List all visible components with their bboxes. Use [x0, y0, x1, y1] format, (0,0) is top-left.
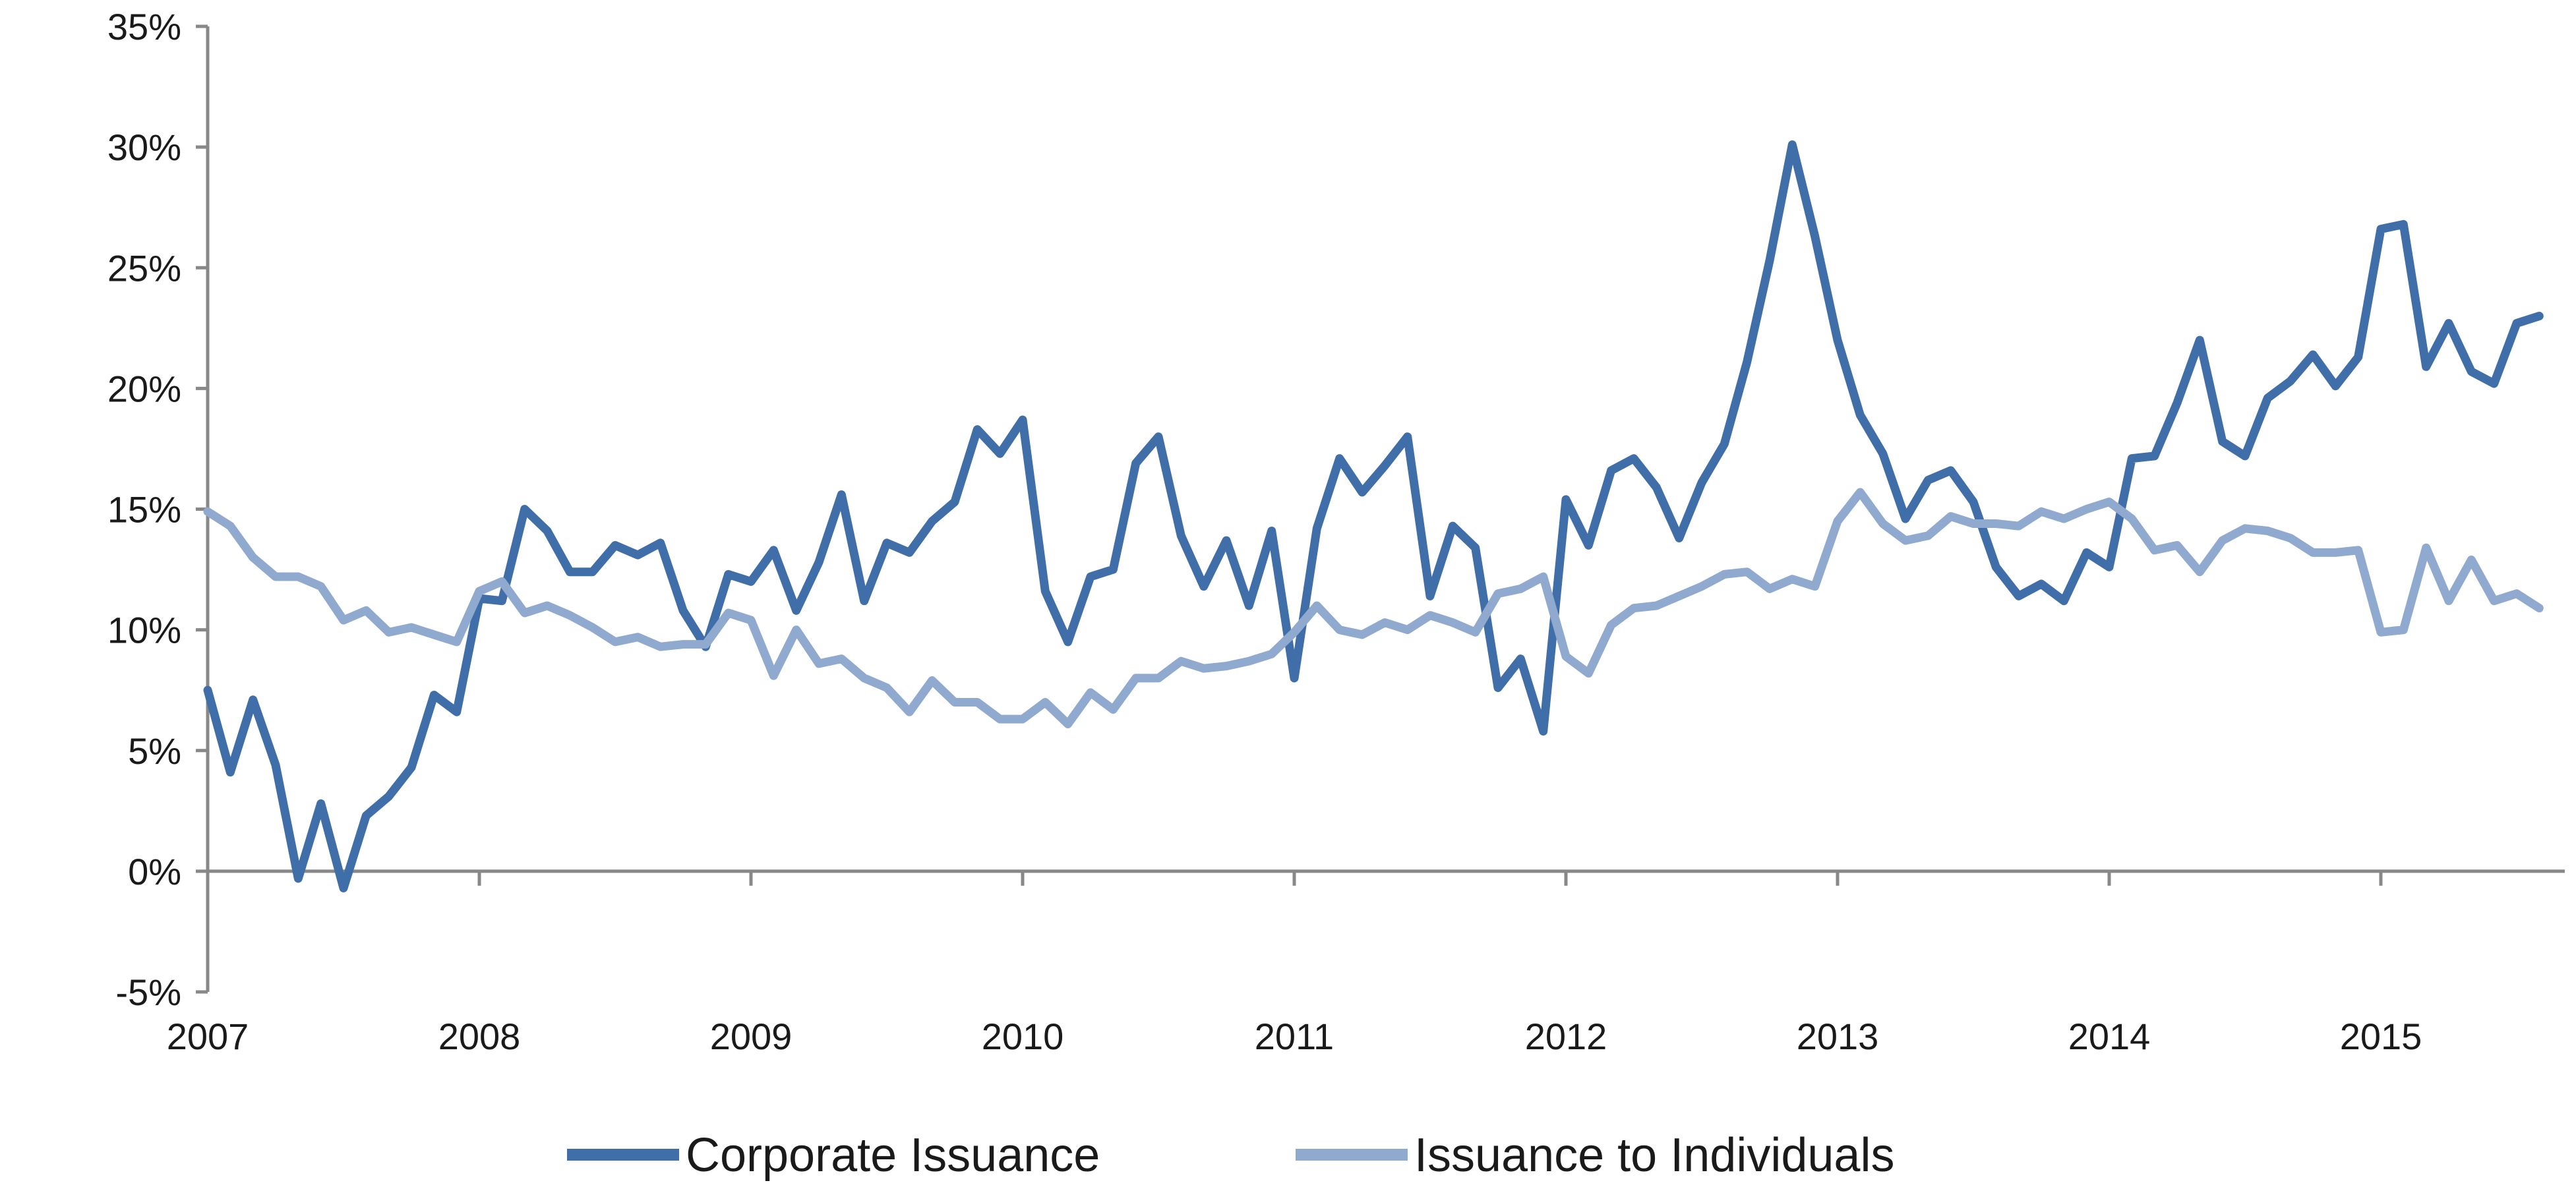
x-tick-label: 2012: [1525, 1016, 1607, 1057]
x-tick-label: 2008: [438, 1016, 521, 1057]
x-tick-label: 2013: [1797, 1016, 1879, 1057]
y-tick-label: 10%: [107, 610, 181, 651]
series-line-issuance-to-individuals: [203, 488, 2544, 728]
y-tick-label: 5%: [128, 730, 181, 772]
x-axis-ticks: 2007 2008 2009 2010 2011 2012 2013 2014 2015: [167, 871, 2422, 1057]
legend: Corporate Issuance Issuance to Individua…: [567, 1129, 1894, 1182]
legend-label-corporate-issuance: Corporate Issuance: [686, 1129, 1100, 1182]
series-line-corporate-issuance: [203, 140, 2544, 892]
y-tick-label: 20%: [107, 368, 181, 409]
y-axis-ticks: -5% 0% 5% 10% 15% 20% 25% 30% 35%: [107, 6, 208, 1013]
x-tick-label: 2009: [710, 1016, 793, 1057]
x-tick-label: 2015: [2340, 1016, 2422, 1057]
x-tick-label: 2011: [1255, 1016, 1334, 1057]
x-tick-label: 2010: [982, 1016, 1064, 1057]
y-tick-label: -5%: [115, 971, 181, 1013]
y-tick-label: 15%: [107, 489, 181, 531]
x-tick-label: 2007: [167, 1016, 249, 1057]
y-tick-label: 0%: [128, 851, 181, 892]
series-lines: [203, 140, 2544, 892]
legend-label-issuance-to-individuals: Issuance to Individuals: [1414, 1129, 1894, 1182]
y-tick-label: 25%: [107, 247, 181, 289]
x-tick-label: 2014: [2068, 1016, 2151, 1057]
y-tick-label: 35%: [107, 6, 181, 47]
y-tick-label: 30%: [107, 127, 181, 168]
